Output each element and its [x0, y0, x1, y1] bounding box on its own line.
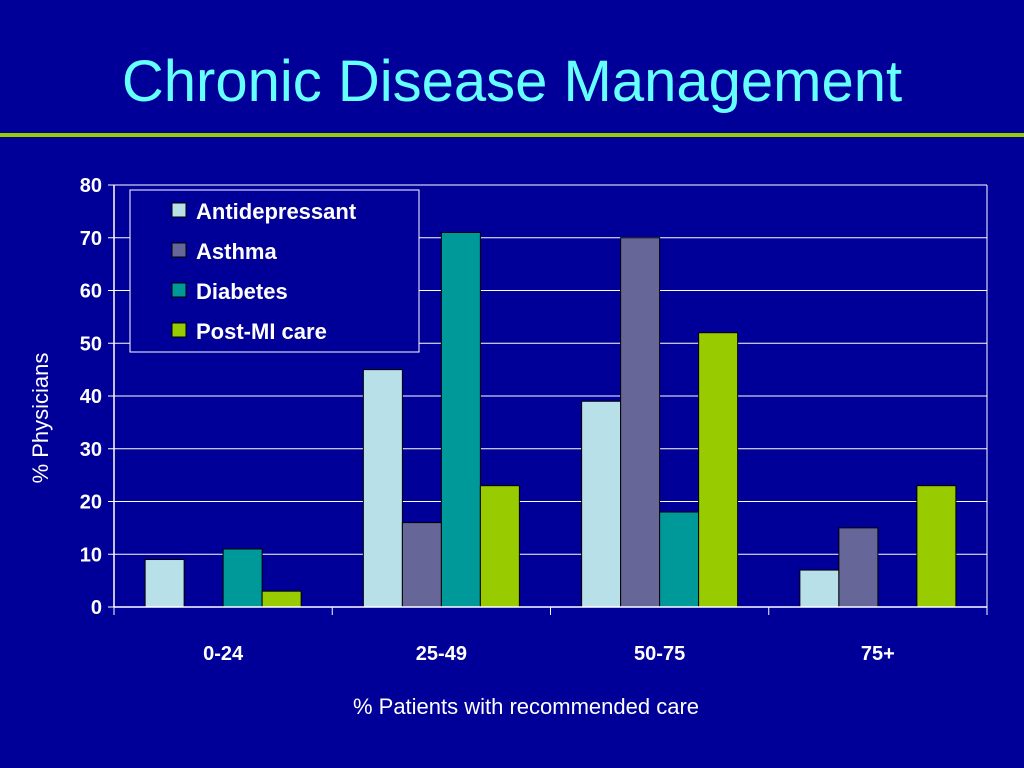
x-axis-label: % Patients with recommended care [353, 694, 699, 719]
legend-label: Post-MI care [196, 319, 327, 344]
y-tick-label: 0 [91, 597, 102, 619]
legend: Antidepressant Asthma Diabetes Post-MI care [129, 189, 420, 353]
x-tick-label: 0-24 [203, 643, 244, 665]
legend-swatch [171, 322, 187, 338]
y-tick-label: 20 [80, 492, 102, 514]
bar-diabetes-25-49 [440, 231, 481, 608]
bar-asthma-75+ [838, 527, 879, 608]
legend-swatch [171, 202, 187, 218]
y-tick-label: 60 [80, 281, 102, 303]
bar-diabetes-0-24 [222, 548, 263, 608]
bar-antidepressant-50-75 [581, 400, 622, 608]
bar-post-mi-care-50-75 [698, 332, 739, 608]
title-divider [0, 133, 1024, 137]
legend-swatch [171, 282, 187, 298]
axes [108, 184, 988, 615]
bar-antidepressant-25-49 [362, 369, 403, 608]
y-tick-label: 80 [80, 175, 102, 197]
x-tick-label: 25-49 [416, 643, 467, 665]
y-tick-label: 50 [80, 333, 102, 355]
y-tick-label: 10 [80, 544, 102, 566]
x-tick-label: 75+ [861, 643, 895, 665]
bar-antidepressant-75+ [799, 569, 840, 608]
tick-labels: 0 10 20 30 40 50 60 70 80 0-24 25-49 50-75 75+ [80, 175, 895, 665]
bar-asthma-25-49 [401, 522, 442, 608]
y-tick-label: 40 [80, 386, 102, 408]
bar-post-mi-care-0-24 [261, 590, 302, 608]
bar-post-mi-care-25-49 [479, 485, 520, 608]
legend-label: Asthma [196, 239, 277, 264]
y-tick-label: 70 [80, 228, 102, 250]
bar-diabetes-50-75 [659, 511, 700, 608]
legend-label: Diabetes [196, 279, 288, 304]
legend-swatch [171, 242, 187, 258]
y-tick-label: 30 [80, 439, 102, 461]
x-tick-label: 50-75 [634, 643, 685, 665]
legend-label: Antidepressant [196, 199, 357, 224]
slide-title: Chronic Disease Management [121, 49, 903, 114]
y-axis-label: % Physicians [28, 353, 53, 484]
bars [144, 231, 957, 608]
bar-post-mi-care-75+ [916, 485, 957, 608]
bar-asthma-50-75 [620, 237, 661, 608]
bar-antidepressant-0-24 [144, 559, 185, 608]
